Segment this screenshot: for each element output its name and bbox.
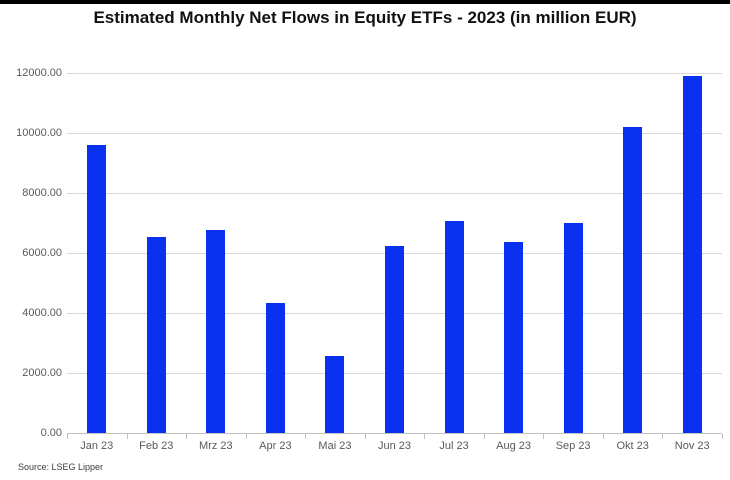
bar-feb-23 (146, 237, 166, 433)
bar-mai-23 (325, 355, 345, 433)
top-strip (0, 0, 730, 4)
x-axis-tick (662, 434, 663, 439)
y-axis-tick-label: 2000.00 (22, 366, 62, 379)
x-axis-tick (127, 434, 128, 439)
x-axis-tick (67, 434, 68, 439)
bar-aug-23 (504, 241, 524, 433)
gridline (67, 132, 722, 134)
x-axis-line (67, 433, 722, 434)
source-note: Source: LSEG Lipper (18, 462, 104, 472)
chart-title: Estimated Monthly Net Flows in Equity ET… (93, 8, 637, 27)
y-axis-tick-label: 8000.00 (22, 186, 62, 199)
x-axis-tick-label: Jul 23 (439, 440, 469, 452)
x-axis-tick (186, 434, 187, 439)
x-axis-tick-label: Aug 23 (496, 440, 532, 452)
y-axis-tick-label: 10000.00 (16, 126, 62, 139)
x-axis-tick (722, 434, 723, 439)
x-axis-tick (365, 434, 366, 439)
x-axis-tick-label: Mai 23 (318, 440, 352, 452)
x-axis-tick (305, 434, 306, 439)
bar-nov-23 (682, 76, 702, 433)
x-axis-tick-label: Okt 23 (616, 440, 649, 452)
bar-sep-23 (563, 222, 583, 433)
x-axis-tick-label: Mrz 23 (199, 440, 233, 452)
bar-okt-23 (623, 127, 643, 433)
bar-jun-23 (385, 245, 404, 433)
x-axis-tick (603, 434, 604, 439)
bar-mrz-23 (206, 229, 226, 433)
x-axis-tick-label: Feb 23 (139, 440, 174, 452)
bar-jul-23 (444, 220, 464, 433)
x-axis-tick (543, 434, 544, 439)
bar-jan-23 (87, 145, 107, 433)
x-axis-tick-label: Jun 23 (377, 440, 411, 452)
y-axis-tick-label: 0.00 (40, 426, 62, 439)
x-axis-tick (484, 434, 485, 439)
y-axis-tick-label: 12000.00 (16, 66, 62, 79)
x-axis-tick-label: Apr 23 (259, 440, 292, 452)
y-axis-tick-label: 6000.00 (22, 246, 62, 259)
x-axis-tick-label: Nov 23 (674, 440, 710, 452)
x-axis-tick (424, 434, 425, 439)
gridline (67, 192, 722, 194)
y-axis-tick-label: 4000.00 (22, 306, 62, 319)
gridline (67, 72, 722, 74)
x-axis-tick (246, 434, 247, 439)
x-axis-tick-label: Jan 23 (80, 440, 114, 452)
bar-apr-23 (265, 303, 285, 433)
x-axis-tick-label: Sep 23 (555, 440, 591, 452)
